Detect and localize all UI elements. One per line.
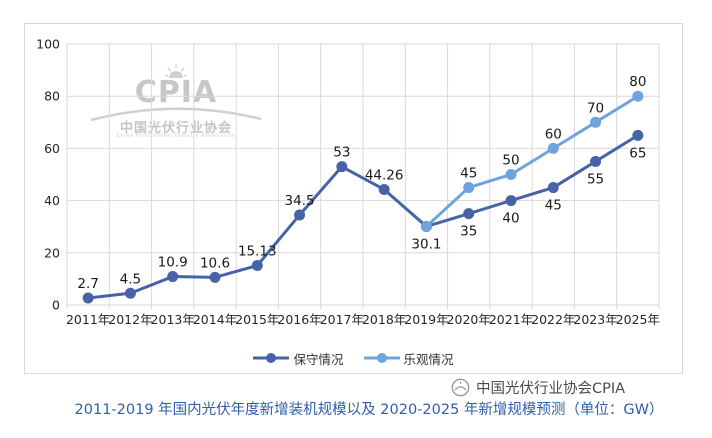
svg-text:53: 53 <box>333 145 350 161</box>
svg-text:15.13: 15.13 <box>238 244 277 260</box>
svg-text:60: 60 <box>545 126 562 142</box>
svg-text:44.26: 44.26 <box>365 167 404 183</box>
svg-text:10.6: 10.6 <box>200 255 230 271</box>
legend-label: 乐观情况 <box>403 351 454 367</box>
svg-text:60: 60 <box>44 141 60 156</box>
svg-text:30.1: 30.1 <box>411 236 441 252</box>
svg-text:80: 80 <box>44 89 60 104</box>
svg-text:40: 40 <box>44 193 60 208</box>
svg-text:40: 40 <box>502 211 519 227</box>
svg-text:2023年: 2023年 <box>573 312 617 327</box>
svg-text:80: 80 <box>629 74 646 90</box>
svg-text:2020年: 2020年 <box>447 312 491 327</box>
svg-text:2.7: 2.7 <box>77 276 98 292</box>
svg-text:10.9: 10.9 <box>158 255 188 271</box>
svg-text:20: 20 <box>44 245 60 260</box>
svg-text:4.5: 4.5 <box>120 271 141 287</box>
svg-text:45: 45 <box>545 198 562 214</box>
line-chart: 0204060801002011年2012年2013年2014年2015年201… <box>36 37 660 328</box>
branding: 中国光伏行业协会CPIA <box>450 377 676 397</box>
legend-label: 保守情况 <box>293 351 344 367</box>
figure-caption: 2011-2019 年国内光伏年度新增装机规模以及 2020-2025 年新增规… <box>74 402 664 418</box>
legend-marker-icon <box>253 353 290 363</box>
svg-text:2013年: 2013年 <box>151 312 195 327</box>
cpia-logo-icon <box>451 378 470 396</box>
legend-item-conservative: 保守情况 <box>253 349 344 368</box>
svg-text:55: 55 <box>587 171 604 187</box>
svg-text:0: 0 <box>52 298 60 313</box>
svg-text:2012年: 2012年 <box>108 312 152 327</box>
chart-area: CPIA 中国光伏行业协会 China Photovoltaic Industr… <box>24 23 683 374</box>
svg-text:35: 35 <box>460 224 477 240</box>
svg-text:2011年: 2011年 <box>66 312 110 327</box>
svg-text:2014年: 2014年 <box>193 312 237 327</box>
svg-text:2022年: 2022年 <box>531 312 575 327</box>
chart-legend: 保守情况 乐观情况 <box>25 348 682 368</box>
legend-marker-icon <box>363 353 400 363</box>
svg-text:2019年: 2019年 <box>404 312 448 327</box>
svg-text:34.5: 34.5 <box>285 193 315 209</box>
svg-text:2025年: 2025年 <box>616 312 660 327</box>
svg-text:2018年: 2018年 <box>362 312 406 327</box>
svg-text:65: 65 <box>629 145 646 161</box>
svg-text:100: 100 <box>36 37 60 52</box>
legend-item-optimistic: 乐观情况 <box>363 349 454 368</box>
svg-text:50: 50 <box>502 153 519 169</box>
svg-text:2016年: 2016年 <box>277 312 321 327</box>
svg-text:45: 45 <box>460 166 477 182</box>
svg-text:2015年: 2015年 <box>235 312 279 327</box>
svg-text:70: 70 <box>587 100 604 116</box>
branding-label: 中国光伏行业协会CPIA <box>476 380 626 397</box>
svg-text:2017年: 2017年 <box>320 312 364 327</box>
svg-text:2021年: 2021年 <box>489 312 533 327</box>
